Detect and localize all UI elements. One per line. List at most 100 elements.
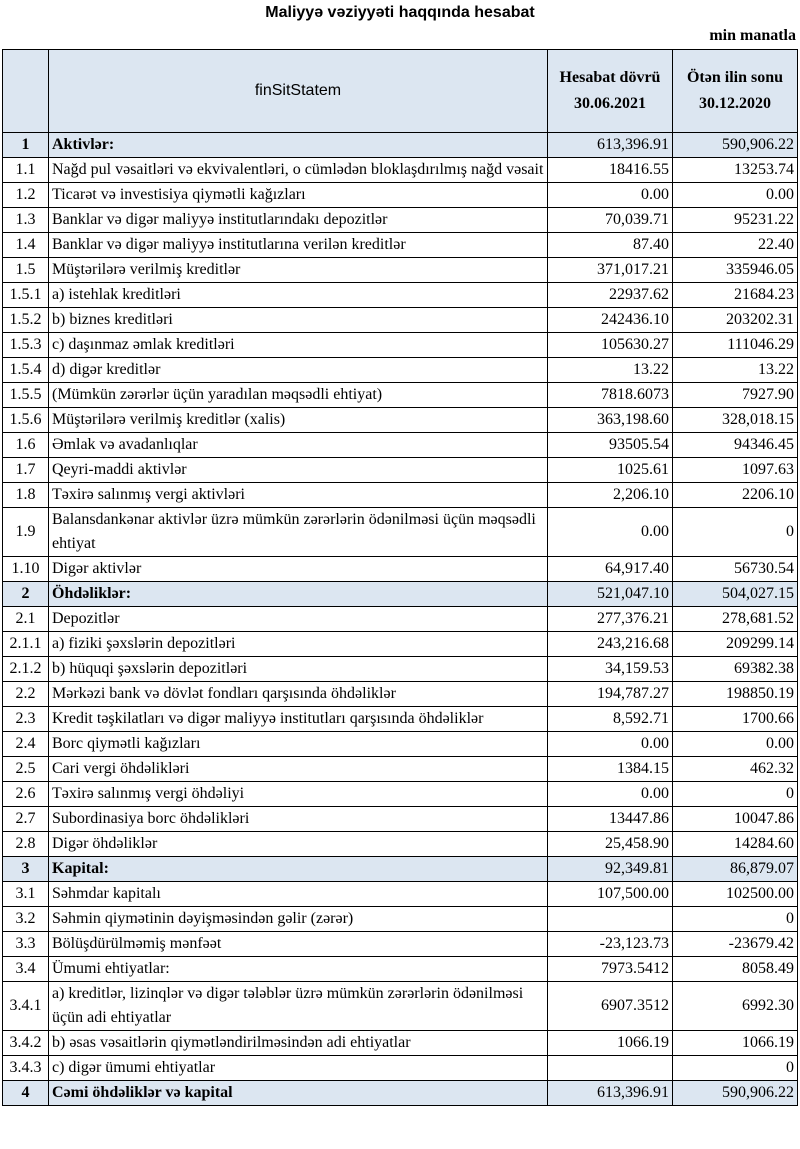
value-previous: 328,018.15: [672, 407, 798, 433]
table-row: 1.5.1 a) istehlak kreditləri 22937.62 21684…: [2, 282, 798, 308]
row-label: Bölüşdürülməmiş mənfəət: [48, 931, 548, 957]
row-number: 1.9: [2, 507, 49, 557]
table-row: 1.2 Ticarət və investisiya qiymətli kağız…: [2, 182, 798, 208]
table-row: 1.4 Banklar və digər maliyyə institutları…: [2, 232, 798, 258]
table-row: 3.4 Ümumi ehtiyatlar: 7973.5412 8058.49: [2, 956, 798, 982]
row-number: 1.5: [2, 257, 49, 283]
value-previous: 8058.49: [672, 956, 798, 982]
value-current: 13447.86: [547, 806, 673, 832]
value-current: 87.40: [547, 232, 673, 258]
value-previous: 1700.66: [672, 706, 798, 732]
row-number: 1.5.6: [2, 407, 49, 433]
row-label: Müştərilərə verilmiş kreditlər (xalis): [48, 407, 548, 433]
value-current: 363,198.60: [547, 407, 673, 433]
table-row: 1 Aktivlər: 613,396.91 590,906.22: [2, 132, 798, 158]
row-label: Səhmdar kapitalı: [48, 881, 548, 907]
table-row: 2.4 Borc qiymətli kağızları 0.00 0.00: [2, 731, 798, 757]
row-label: Banklar və digər maliyyə institutlarında…: [48, 207, 548, 233]
row-label: Mərkəzi bank və dövlət fondları qarşısın…: [48, 681, 548, 707]
value-previous: 504,027.15: [672, 581, 798, 607]
row-number: 2.1.1: [2, 631, 49, 657]
table-row: 1.3 Banklar və digər maliyyə institutları…: [2, 207, 798, 233]
value-previous: 209299.14: [672, 631, 798, 657]
value-previous: 13.22: [672, 357, 798, 383]
table-row: 2.1.2 b) hüquqi şəxslərin depozitləri 34,1…: [2, 656, 798, 682]
value-current: 34,159.53: [547, 656, 673, 682]
value-previous: 278,681.52: [672, 606, 798, 632]
row-number: 1.3: [2, 207, 49, 233]
table-row: 3.4.2 b) əsas vəsaitlərin qiymətləndirilm…: [2, 1030, 798, 1056]
row-label: Ümumi ehtiyatlar:: [48, 956, 548, 982]
value-current: 1066.19: [547, 1030, 673, 1056]
row-number: 1.5.5: [2, 382, 49, 408]
table-row: 3.1 Səhmdar kapitalı 107,500.00 102500.00: [2, 881, 798, 907]
row-label: Banklar və digər maliyyə institutlarına …: [48, 232, 548, 258]
value-current: 277,376.21: [547, 606, 673, 632]
value-previous: 13253.74: [672, 157, 798, 183]
row-label: Digər öhdəliklər: [48, 831, 548, 857]
table-row: 3.3 Bölüşdürülməmiş mənfəət -23,123.73 -236…: [2, 931, 798, 957]
value-previous: 462.32: [672, 756, 798, 782]
unit-label: min manatla: [709, 27, 796, 44]
table-row: 1.10 Digər aktivlər 64,917.40 56730.54: [2, 556, 798, 582]
table-row: 2.3 Kredit təşkilatları və digər maliyyə …: [2, 706, 798, 732]
table-row: 2.6 Təxirə salınmış vergi öhdəliyi 0.00 0: [2, 781, 798, 807]
value-previous: 2206.10: [672, 482, 798, 508]
row-number: 2.2: [2, 681, 49, 707]
table-row: 1.5.4 d) digər kreditlər 13.22 13.22: [2, 357, 798, 383]
header-current-label: Hesabat dövrü: [559, 69, 661, 86]
value-current: 13.22: [547, 357, 673, 383]
row-number: 3.4.1: [2, 981, 49, 1031]
value-previous: 21684.23: [672, 282, 798, 308]
value-current: 371,017.21: [547, 257, 673, 283]
row-number: 1.7: [2, 457, 49, 483]
value-current: 22937.62: [547, 282, 673, 308]
row-label: Kapital:: [48, 856, 548, 882]
row-number: 1.1: [2, 157, 49, 183]
row-label: Öhdəliklər:: [48, 581, 548, 607]
value-previous: 0: [672, 906, 798, 932]
table-row: 2.5 Cari vergi öhdəlikləri 1384.15 462.32: [2, 756, 798, 782]
row-number: 2.3: [2, 706, 49, 732]
row-label: b) əsas vəsaitlərin qiymətləndirilməsind…: [48, 1030, 548, 1056]
header-name: finSitStatem: [48, 49, 548, 133]
table-header-row: finSitStatem Hesabat dövrü 30.06.2021 Öt…: [2, 49, 798, 133]
value-current: 1384.15: [547, 756, 673, 782]
row-number: 3.3: [2, 931, 49, 957]
row-number: 2: [2, 581, 49, 607]
row-number: 2.7: [2, 806, 49, 832]
row-number: 3: [2, 856, 49, 882]
table-row: 1.5.5 (Mümkün zərərlər üçün yaradılan məq…: [2, 382, 798, 408]
table-row: 3.4.3 c) digər ümumi ehtiyatlar 0: [2, 1055, 798, 1081]
value-current: 25,458.90: [547, 831, 673, 857]
value-previous: 69382.38: [672, 656, 798, 682]
value-previous: 14284.60: [672, 831, 798, 857]
table-row: 1.7 Qeyri-maddi aktivlər 1025.61 1097.63: [2, 457, 798, 483]
row-number: 4: [2, 1080, 49, 1106]
table-row: 2 Öhdəliklər: 521,047.10 504,027.15: [2, 581, 798, 607]
header-previous-label: Ötən ilin sonu: [686, 69, 784, 86]
row-number: 3.1: [2, 881, 49, 907]
row-number: 2.6: [2, 781, 49, 807]
value-previous: 94346.45: [672, 432, 798, 458]
row-label: c) digər ümumi ehtiyatlar: [48, 1055, 548, 1081]
table-row: 1.5.6 Müştərilərə verilmiş kreditlər (xal…: [2, 407, 798, 433]
row-label: b) hüquqi şəxslərin depozitləri: [48, 656, 548, 682]
value-current: 243,216.68: [547, 631, 673, 657]
value-current: 7818.6073: [547, 382, 673, 408]
value-current: -23,123.73: [547, 931, 673, 957]
row-number: 2.1: [2, 606, 49, 632]
value-previous: 86,879.07: [672, 856, 798, 882]
financial-statement-table: finSitStatem Hesabat dövrü 30.06.2021 Öt…: [2, 49, 798, 1106]
value-current: 92,349.81: [547, 856, 673, 882]
value-previous: 56730.54: [672, 556, 798, 582]
row-number: 2.1.2: [2, 656, 49, 682]
value-previous: 95231.22: [672, 207, 798, 233]
row-label: d) digər kreditlər: [48, 357, 548, 383]
row-number: 3.2: [2, 906, 49, 932]
value-current: 70,039.71: [547, 207, 673, 233]
value-current: 93505.54: [547, 432, 673, 458]
row-number: 3.4: [2, 956, 49, 982]
table-row: 2.8 Digər öhdəliklər 25,458.90 14284.60: [2, 831, 798, 857]
row-number: 2.4: [2, 731, 49, 757]
